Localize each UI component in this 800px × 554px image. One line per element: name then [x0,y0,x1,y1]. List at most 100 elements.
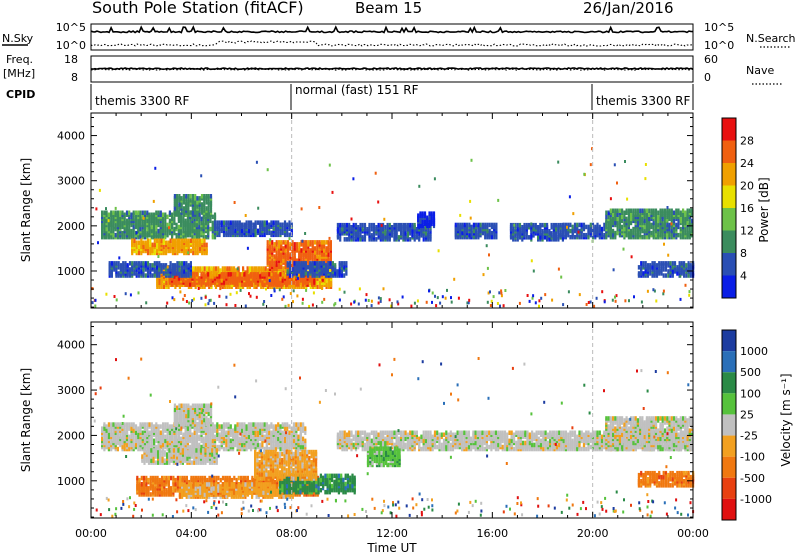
heatmap-cell [182,297,185,301]
heatmap-cell [377,301,380,305]
heatmap-cell [486,222,489,228]
heatmap-cell [213,301,216,305]
heatmap-cell [345,237,348,242]
heatmap-cell [380,223,383,227]
heatmap-cell [128,438,131,444]
heatmap-cell [148,442,151,448]
heatmap-cell [270,220,273,225]
heatmap-cell [343,273,346,278]
heatmap-cell [202,436,205,442]
heatmap-cell [372,222,376,228]
heatmap-cell [350,217,353,221]
heatmap-cell [169,273,172,278]
heatmap-cell [639,212,642,217]
heatmap-cell [616,230,619,236]
heatmap-cell [551,298,554,302]
heatmap-cell [357,225,360,230]
heatmap-cell [160,269,163,274]
heatmap-cell [659,226,662,232]
heatmap-cell [393,237,396,242]
heatmap-cell [688,293,691,297]
heatmap-cell [252,272,255,277]
heatmap-cell [139,214,142,220]
heatmap-cell [569,234,572,240]
heatmap-cell [627,208,630,213]
heatmap-cell [262,266,265,271]
heatmap-cell [282,266,285,271]
heatmap-cell [382,222,385,228]
heatmap-cell [543,222,546,228]
heatmap-cell [247,228,250,234]
heatmap-cell [684,230,687,236]
heatmap-cell [265,228,268,234]
heatmap-cell [178,267,181,272]
heatmap-cell [110,210,113,215]
heatmap-cell [365,293,368,297]
heatmap-cell [155,438,158,444]
heatmap-cell [307,265,310,270]
heatmap-cell [180,430,183,435]
heatmap-cell [252,422,255,427]
heatmap-cell [353,300,356,304]
heatmap-cell [662,261,665,266]
heatmap-cell [187,198,190,203]
heatmap-cell [218,424,221,429]
heatmap-cell [216,230,219,236]
heatmap-cell [234,272,237,277]
heatmap-cell [209,214,212,220]
heatmap-cell [180,273,183,278]
heatmap-cell [555,233,558,238]
heatmap-cell [134,436,138,442]
heatmap-cell [243,430,246,435]
heatmap-cell [184,228,187,234]
heatmap-cell [643,224,646,230]
heatmap-cell [191,210,194,215]
heatmap-cell [277,232,280,238]
heatmap-cell [683,261,686,266]
heatmap-cell [397,302,400,306]
heatmap-cell [236,267,239,271]
heatmap-cell [668,230,671,236]
heatmap-cell [265,280,268,285]
heatmap-cell [250,220,253,225]
heatmap-cell [196,210,199,215]
freq-panel: Freq. [MHz] 18 8 60 0 Nave [3,53,782,85]
heatmap-cell [198,442,201,448]
heatmap-cell [659,208,662,213]
heatmap-cell [284,304,287,308]
heatmap-cell [166,440,169,446]
heatmap-cell [130,212,133,217]
heatmap-cell [128,267,132,272]
heatmap-cell [193,276,196,281]
heatmap-cell [189,261,192,266]
heatmap-cell [596,228,599,234]
heatmap-cell [309,240,312,245]
heatmap-cell [162,422,165,427]
heatmap-cell [153,242,156,248]
heatmap-cell [158,261,161,266]
heatmap-cell [313,271,316,276]
heatmap-cell [155,232,158,238]
heatmap-cell [637,271,640,276]
heatmap-cell [564,234,567,240]
heatmap-cell [666,222,669,228]
heatmap-cell [222,436,226,442]
heatmap-cell [253,266,256,271]
heatmap-cell [259,422,262,427]
heatmap-cell [238,428,241,433]
heatmap-cell [612,208,615,213]
heatmap-cell [562,222,565,228]
heatmap-cell [204,436,208,442]
heatmap-cell [213,280,217,285]
heatmap-cell [158,238,161,243]
colorbar-swatch [722,230,736,253]
colorbar-swatch [722,208,736,231]
heatmap-cell [168,226,170,230]
heatmap-cell [327,265,330,270]
heatmap-cell [216,422,219,427]
heatmap-cell [493,222,496,228]
heatmap-cell [149,263,152,268]
heatmap-cell [550,231,553,236]
heatmap-cell [652,288,655,292]
heatmap-cell [281,230,284,236]
